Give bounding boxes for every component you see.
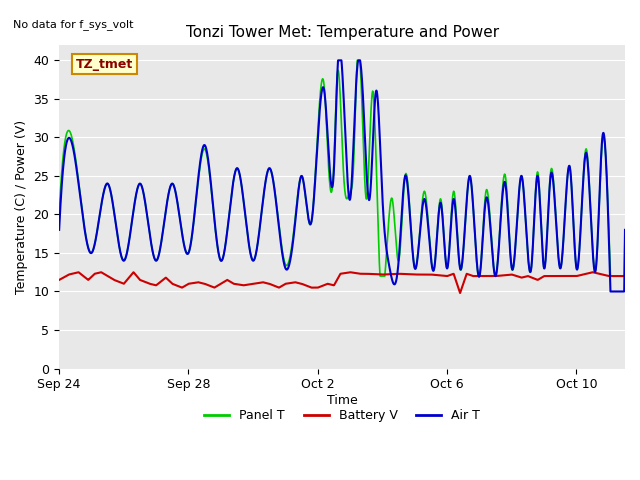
Text: TZ_tmet: TZ_tmet xyxy=(76,58,133,71)
Text: No data for f_sys_volt: No data for f_sys_volt xyxy=(13,19,133,30)
Title: Tonzi Tower Met: Temperature and Power: Tonzi Tower Met: Temperature and Power xyxy=(186,24,499,39)
Y-axis label: Temperature (C) / Power (V): Temperature (C) / Power (V) xyxy=(15,120,28,294)
Legend: Panel T, Battery V, Air T: Panel T, Battery V, Air T xyxy=(199,404,485,427)
X-axis label: Time: Time xyxy=(326,394,358,407)
